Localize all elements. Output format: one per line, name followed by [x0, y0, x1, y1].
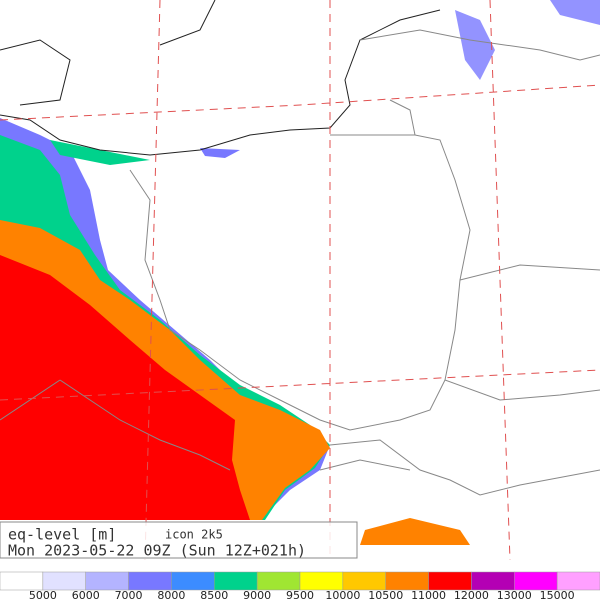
- field-coast: [50, 140, 150, 165]
- field-red: [0, 255, 250, 520]
- field-patch: [360, 518, 470, 545]
- legend-label: 5000: [29, 589, 57, 600]
- field-patch: [200, 148, 240, 158]
- legend-swatch: [556, 571, 600, 591]
- legend-swatch: [342, 571, 386, 591]
- legend-label: 9000: [243, 589, 271, 600]
- legend-swatch: [299, 571, 344, 591]
- legend-label: 8000: [157, 589, 185, 600]
- legend-swatch: [171, 571, 215, 591]
- legend-label: 12000: [454, 589, 489, 600]
- legend-swatch: [514, 571, 558, 591]
- legend-label: 13000: [497, 589, 532, 600]
- border: [129, 134, 471, 431]
- info-box: [0, 521, 358, 559]
- legend-label: 11000: [411, 589, 446, 600]
- border: [0, 29, 600, 496]
- legend-label: 6000: [72, 589, 100, 600]
- legend-swatch: [214, 571, 258, 591]
- legend-label: 8500: [200, 589, 228, 600]
- model: icon 2k5: [165, 528, 223, 542]
- legend-swatch: [428, 571, 472, 591]
- legend-swatch: [85, 571, 129, 591]
- coastline: [0, 9, 441, 156]
- legend-swatch: [42, 571, 86, 591]
- legend-swatch: [256, 571, 301, 591]
- time: Mon 2023-05-22 09Z (Sun 12Z+021h): [8, 542, 306, 560]
- legend-swatch: [128, 571, 172, 591]
- graticule: [0, 0, 600, 561]
- title: eq-level [m]: [8, 526, 116, 544]
- legend: 5000 6000 7000 8000 8500 9000 9500 10000 10500 11…: [0, 571, 600, 600]
- legend-label: 10000: [325, 589, 360, 600]
- field-patch: [455, 0, 600, 80]
- legend-swatch: [0, 571, 44, 591]
- legend-swatch: [385, 571, 429, 591]
- legend-label: 9500: [286, 589, 314, 600]
- legend-label: 7000: [115, 589, 143, 600]
- legend-label: 10500: [368, 589, 403, 600]
- coastline: [0, 0, 216, 106]
- legend-label: 15000: [540, 589, 575, 600]
- legend-swatch: [471, 571, 515, 591]
